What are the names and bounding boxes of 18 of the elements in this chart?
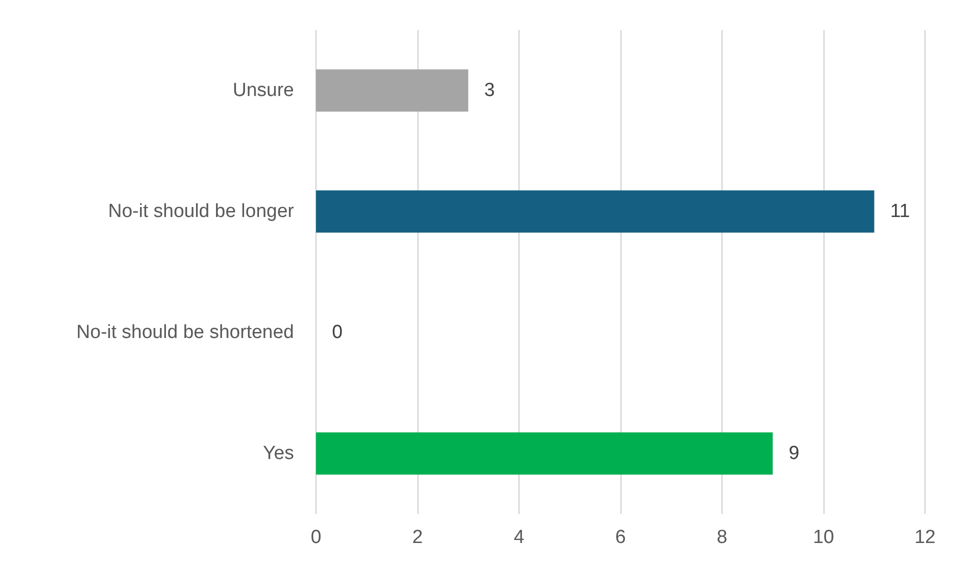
y-tick-label: Yes bbox=[263, 443, 294, 464]
y-tick-label: No-it should be longer bbox=[108, 201, 295, 222]
data-label: 9 bbox=[788, 443, 800, 464]
x-tick-label: 6 bbox=[615, 527, 626, 548]
x-tick-label: 0 bbox=[310, 527, 322, 548]
y-tick-label: Unsure bbox=[232, 80, 294, 101]
x-tick-label: 2 bbox=[412, 527, 423, 548]
data-label: 11 bbox=[890, 201, 910, 222]
bar bbox=[316, 432, 773, 475]
x-tick-label: 10 bbox=[812, 527, 834, 548]
data-label: 3 bbox=[484, 80, 495, 101]
x-tick-label: 12 bbox=[914, 527, 936, 548]
bar bbox=[316, 190, 874, 233]
x-tick-label: 8 bbox=[716, 527, 728, 548]
data-label: 0 bbox=[332, 322, 343, 343]
x-tick-label: 4 bbox=[514, 527, 525, 548]
bar bbox=[316, 69, 468, 112]
y-tick-label: No-it should be shortened bbox=[76, 322, 294, 343]
